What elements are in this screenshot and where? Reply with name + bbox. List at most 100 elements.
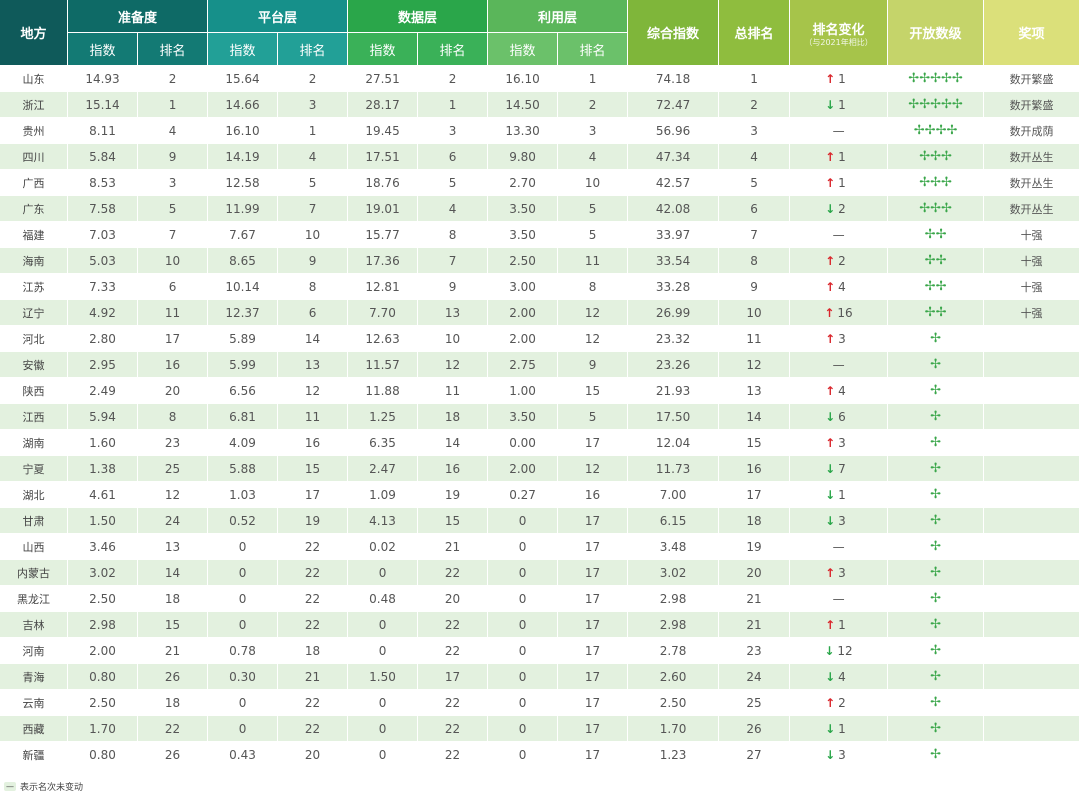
arrow-up-icon: ↑ bbox=[825, 71, 836, 86]
cell-utilization-index: 9.80 bbox=[488, 144, 559, 170]
header-platform: 平台层 bbox=[208, 0, 349, 33]
cell-utilization-rank: 15 bbox=[558, 378, 629, 404]
cell-platform-index: 0 bbox=[208, 560, 279, 586]
cell-data-rank: 12 bbox=[418, 352, 489, 378]
cell-award: 十强 bbox=[984, 274, 1080, 300]
cell-composite-index: 6.15 bbox=[628, 508, 720, 534]
cell-region: 湖南 bbox=[0, 430, 68, 456]
cell-utilization-rank: 17 bbox=[558, 638, 629, 664]
table-row: 云南 2.50 18 0 22 0 22 0 17 2.50 25 ↑ 2 ✢ bbox=[0, 690, 1080, 716]
cell-total-rank: 12 bbox=[719, 352, 791, 378]
rank-unchanged-dash: — bbox=[832, 539, 845, 554]
cell-composite-index: 21.93 bbox=[628, 378, 720, 404]
cell-open-level: ✢ bbox=[888, 352, 985, 378]
cell-utilization-index: 0 bbox=[488, 560, 559, 586]
cell-composite-index: 33.28 bbox=[628, 274, 720, 300]
rank-change-value: 3 bbox=[838, 331, 846, 346]
legend: — 表示名次未变动 bbox=[4, 780, 83, 793]
cell-readiness-index: 0.80 bbox=[68, 742, 138, 768]
cell-award: 数开丛生 bbox=[984, 170, 1080, 196]
table-row: 四川 5.84 9 14.19 4 17.51 6 9.80 4 47.34 4 ↑ 1 ✢✢✢ 数开丛生 bbox=[0, 144, 1080, 170]
cell-platform-rank: 7 bbox=[278, 196, 349, 222]
cell-utilization-rank: 17 bbox=[558, 742, 629, 768]
cell-composite-index: 33.97 bbox=[628, 222, 720, 248]
cell-data-rank: 21 bbox=[418, 534, 489, 560]
table-row: 黑龙江 2.50 18 0 22 0.48 20 0 17 2.98 21— ✢ bbox=[0, 586, 1080, 612]
cell-platform-index: 14.19 bbox=[208, 144, 279, 170]
sprout-icon: ✢ bbox=[908, 97, 920, 112]
cell-utilization-rank: 5 bbox=[558, 222, 629, 248]
cell-platform-rank: 22 bbox=[278, 612, 349, 638]
cell-composite-index: 2.78 bbox=[628, 638, 720, 664]
cell-award bbox=[984, 482, 1080, 508]
cell-platform-index: 12.58 bbox=[208, 170, 279, 196]
cell-open-level: ✢ bbox=[888, 612, 985, 638]
cell-readiness-index: 14.93 bbox=[68, 66, 138, 92]
header-composite: 综合指数 bbox=[628, 0, 720, 66]
cell-award: 数开繁盛 bbox=[984, 66, 1080, 92]
cell-open-level: ✢ bbox=[888, 508, 985, 534]
cell-data-rank: 13 bbox=[418, 300, 489, 326]
cell-platform-rank: 9 bbox=[278, 248, 349, 274]
cell-data-rank: 14 bbox=[418, 430, 489, 456]
table-row: 山西 3.46 13 0 22 0.02 21 0 17 3.48 19— ✢ bbox=[0, 534, 1080, 560]
header-rank-change: 排名变化 （与2021年相比） bbox=[790, 0, 889, 66]
cell-data-index: 6.35 bbox=[348, 430, 419, 456]
cell-utilization-rank: 1 bbox=[558, 66, 629, 92]
cell-utilization-rank: 4 bbox=[558, 144, 629, 170]
cell-total-rank: 10 bbox=[719, 300, 791, 326]
cell-award bbox=[984, 326, 1080, 352]
subheader-readiness-index: 指数 bbox=[68, 33, 138, 66]
cell-award bbox=[984, 430, 1080, 456]
cell-rank-change: ↑ 4 bbox=[790, 274, 889, 300]
header-readiness: 准备度 bbox=[68, 0, 209, 33]
cell-total-rank: 7 bbox=[719, 222, 791, 248]
table-row: 安徽 2.95 16 5.99 13 11.57 12 2.75 9 23.26 12— ✢ bbox=[0, 352, 1080, 378]
cell-composite-index: 26.99 bbox=[628, 300, 720, 326]
cell-rank-change: ↓ 4 bbox=[790, 664, 889, 690]
cell-region: 湖北 bbox=[0, 482, 68, 508]
sprout-icon: ✢ bbox=[919, 97, 931, 112]
cell-platform-index: 1.03 bbox=[208, 482, 279, 508]
cell-data-rank: 5 bbox=[418, 170, 489, 196]
cell-rank-change: ↑ 2 bbox=[790, 248, 889, 274]
cell-readiness-index: 0.80 bbox=[68, 664, 138, 690]
cell-region: 四川 bbox=[0, 144, 68, 170]
subheader-utilization-rank: 排名 bbox=[558, 33, 629, 66]
cell-rank-change: — bbox=[790, 222, 889, 248]
cell-award bbox=[984, 508, 1080, 534]
arrow-up-icon: ↑ bbox=[825, 565, 836, 580]
cell-data-rank: 22 bbox=[418, 638, 489, 664]
cell-readiness-index: 4.92 bbox=[68, 300, 138, 326]
cell-readiness-index: 15.14 bbox=[68, 92, 138, 118]
header-data: 数据层 bbox=[348, 0, 489, 33]
sprout-icon: ✢ bbox=[919, 149, 931, 164]
cell-region: 山西 bbox=[0, 534, 68, 560]
cell-region: 江西 bbox=[0, 404, 68, 430]
cell-award: 十强 bbox=[984, 222, 1080, 248]
cell-region: 浙江 bbox=[0, 92, 68, 118]
cell-composite-index: 7.00 bbox=[628, 482, 720, 508]
arrow-up-icon: ↑ bbox=[825, 617, 836, 632]
sprout-icon: ✢ bbox=[930, 409, 942, 424]
sprout-icon: ✢ bbox=[930, 149, 942, 164]
cell-award bbox=[984, 560, 1080, 586]
cell-utilization-index: 0 bbox=[488, 638, 559, 664]
rank-change-value: 2 bbox=[838, 695, 846, 710]
sprout-icon: ✢ bbox=[930, 591, 942, 606]
cell-utilization-index: 16.10 bbox=[488, 66, 559, 92]
cell-platform-rank: 19 bbox=[278, 508, 349, 534]
table-row: 福建 7.03 7 7.67 10 15.77 8 3.50 5 33.97 7— ✢✢ 十强 bbox=[0, 222, 1080, 248]
cell-region: 江苏 bbox=[0, 274, 68, 300]
cell-open-level: ✢✢ bbox=[888, 300, 985, 326]
arrow-up-icon: ↑ bbox=[825, 279, 836, 294]
cell-data-index: 17.36 bbox=[348, 248, 419, 274]
cell-platform-index: 0 bbox=[208, 612, 279, 638]
table-row: 吉林 2.98 15 0 22 0 22 0 17 2.98 21 ↑ 1 ✢ bbox=[0, 612, 1080, 638]
cell-rank-change: ↓ 3 bbox=[790, 508, 889, 534]
cell-region: 内蒙古 bbox=[0, 560, 68, 586]
rank-change-value: 1 bbox=[838, 721, 846, 736]
cell-data-rank: 6 bbox=[418, 144, 489, 170]
cell-utilization-rank: 12 bbox=[558, 326, 629, 352]
cell-open-level: ✢✢✢✢✢ bbox=[888, 66, 985, 92]
